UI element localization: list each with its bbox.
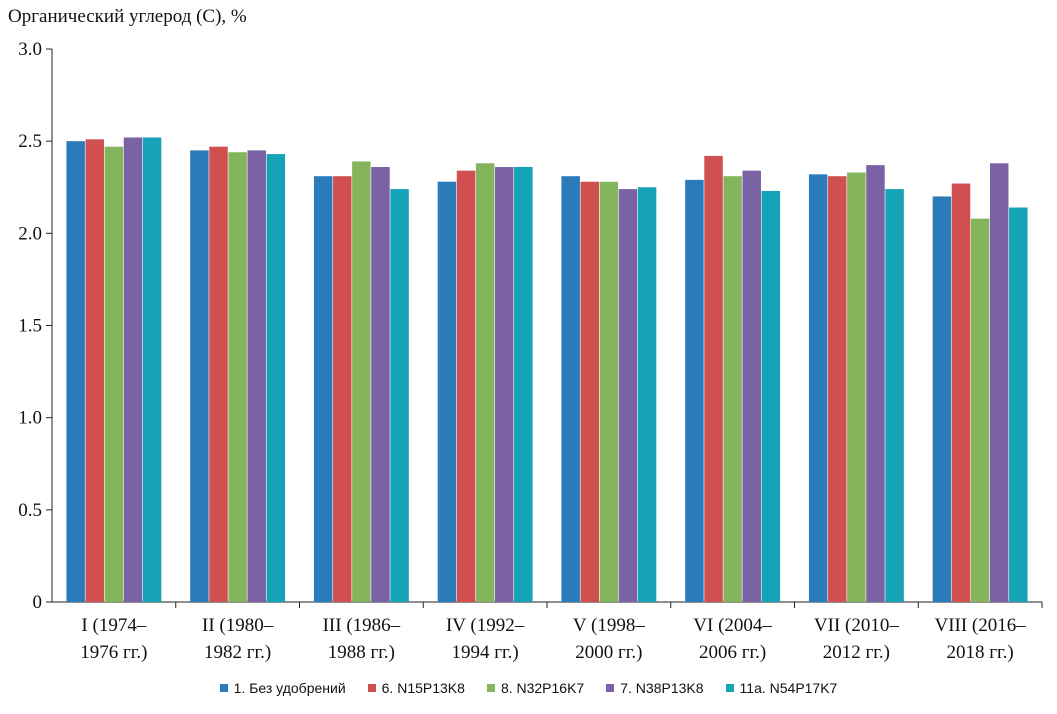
bar-2-cat-1	[85, 139, 105, 602]
bar-2-cat-7	[828, 176, 847, 602]
bar-1-cat-4	[437, 181, 457, 602]
bar-2-cat-3	[333, 176, 352, 602]
bar-3-cat-4	[475, 163, 495, 602]
x-category-label: II (1980–	[202, 615, 274, 636]
x-category-label: 1982 гг.)	[204, 642, 271, 663]
bar-2-cat-6	[704, 155, 723, 602]
bar-2-cat-2	[209, 146, 228, 603]
bar-3-cat-8	[970, 218, 990, 602]
legend-item-5: 11а. N54P17K7	[725, 680, 838, 696]
y-tick-label: 1.5	[18, 316, 42, 337]
bar-1-cat-7	[808, 174, 828, 602]
x-category-label: 1994 гг.)	[451, 642, 518, 663]
bar-1-cat-6	[685, 179, 704, 603]
bar-5-cat-7	[885, 189, 904, 603]
x-category-label: 2012 гг.)	[823, 642, 890, 663]
x-category-label: IV (1992–	[446, 615, 525, 636]
bar-3-cat-7	[847, 172, 866, 602]
x-category-label: VI (2004–	[693, 615, 772, 636]
bars	[66, 137, 1028, 603]
legend-item-3: 8. N32P16K7	[486, 680, 585, 696]
y-tick-label: 1.0	[18, 408, 42, 429]
legend: 1. Без удобрений 6. N15P13K8 8. N32P16K7 7.…	[0, 680, 1057, 696]
legend-swatch	[606, 684, 615, 692]
y-tick-label: 3.0	[18, 39, 42, 60]
x-category-label: 2000 гг.)	[575, 642, 642, 663]
bar-4-cat-5	[618, 189, 638, 603]
legend-swatch	[486, 684, 495, 692]
legend-label: 6. N15P13K8	[381, 680, 465, 696]
bar-4-cat-6	[742, 170, 761, 602]
bar-5-cat-3	[390, 189, 409, 603]
bar-3-cat-2	[228, 152, 247, 602]
x-category-label: 2018 гг.)	[946, 642, 1013, 663]
legend-swatch	[725, 684, 734, 692]
y-tick-label: 0	[33, 592, 43, 613]
legend-label: 11а. N54P17K7	[739, 680, 838, 696]
bar-3-cat-6	[723, 176, 742, 602]
bar-1-cat-8	[932, 196, 952, 602]
legend-label: 1. Без удобрений	[233, 680, 346, 696]
x-category-label: VIII (2016–	[934, 615, 1026, 636]
legend-swatch	[367, 684, 376, 692]
bar-5-cat-5	[637, 187, 657, 602]
bar-1-cat-2	[190, 150, 209, 602]
x-category-label: 1976 гг.)	[80, 642, 147, 663]
bar-4-cat-3	[371, 166, 390, 602]
legend-item-4: 7. N38P13K8	[606, 680, 704, 696]
bar-3-cat-1	[104, 146, 124, 603]
bar-3-cat-5	[599, 181, 619, 602]
bar-5-cat-1	[142, 137, 162, 603]
bar-3-cat-3	[352, 161, 371, 602]
x-category-label: I (1974–	[81, 615, 146, 636]
y-axis-label: Органический углерод (С), %	[8, 6, 247, 27]
y-tick-label: 2.0	[18, 223, 42, 244]
bar-4-cat-8	[989, 163, 1009, 602]
legend-label: 8. N32P16K7	[500, 680, 585, 696]
x-category-label: 2006 гг.)	[699, 642, 766, 663]
bar-4-cat-1	[123, 137, 143, 603]
labels: 0 0.5 1.0 1.5 2.0 2.5 3.0 I (1974– 1976 гг.) II (…	[18, 39, 1026, 663]
legend-swatch	[219, 684, 228, 692]
bar-2-cat-5	[580, 181, 600, 602]
y-tick-label: 0.5	[18, 500, 42, 521]
x-category-label: VII (2010–	[814, 615, 899, 636]
bar-2-cat-8	[951, 183, 971, 602]
bar-4-cat-7	[866, 165, 885, 602]
x-category-label: III (1986–	[323, 615, 401, 636]
legend-item-2: 6. N15P13K8	[367, 680, 465, 696]
legend-item-1: 1. Без удобрений	[219, 680, 346, 696]
bar-5-cat-6	[761, 190, 781, 603]
bar-5-cat-4	[514, 166, 533, 602]
bar-4-cat-4	[494, 166, 514, 602]
legend-label: 7. N38P13K8	[620, 680, 704, 696]
bar-2-cat-4	[456, 170, 476, 602]
bar-1-cat-1	[66, 141, 85, 602]
y-tick-label: 2.5	[18, 131, 42, 152]
bar-4-cat-2	[247, 150, 266, 602]
x-category-label: 1988 гг.)	[328, 642, 395, 663]
bar-1-cat-5	[561, 176, 580, 602]
bar-5-cat-8	[1009, 207, 1028, 602]
x-category-label: V (1998–	[573, 615, 645, 636]
bar-1-cat-3	[313, 176, 333, 602]
bar-5-cat-2	[266, 154, 286, 602]
